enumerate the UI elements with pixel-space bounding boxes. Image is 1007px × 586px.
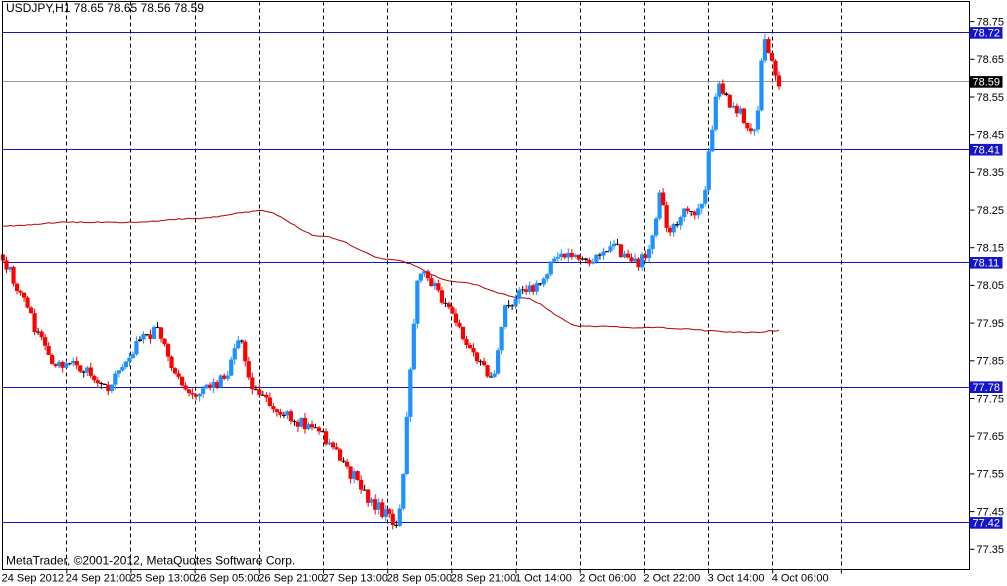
- svg-text:2 Oct 22:00: 2 Oct 22:00: [643, 573, 700, 585]
- svg-text:78.35: 78.35: [977, 167, 1005, 179]
- svg-text:24 Sep 21:00: 24 Sep 21:00: [66, 573, 131, 585]
- svg-text:77.35: 77.35: [977, 544, 1005, 556]
- svg-text:25 Sep 13:00: 25 Sep 13:00: [130, 573, 195, 585]
- svg-text:77.78: 77.78: [973, 382, 1001, 394]
- svg-text:3 Oct 14:00: 3 Oct 14:00: [708, 573, 765, 585]
- svg-text:MetaTrader, ©2001-2012, MetaQu: MetaTrader, ©2001-2012, MetaQuotes Softw…: [6, 554, 295, 568]
- svg-text:77.65: 77.65: [977, 431, 1005, 443]
- svg-text:77.75: 77.75: [977, 393, 1005, 405]
- svg-text:77.55: 77.55: [977, 469, 1005, 481]
- svg-text:28 Sep 05:00: 28 Sep 05:00: [387, 573, 452, 585]
- svg-text:78.11: 78.11: [973, 257, 1000, 269]
- svg-text:1 Oct 14:00: 1 Oct 14:00: [515, 573, 572, 585]
- svg-text:77.95: 77.95: [977, 318, 1005, 330]
- svg-text:78.41: 78.41: [973, 144, 1001, 156]
- svg-text:26 Sep 21:00: 26 Sep 21:00: [258, 573, 323, 585]
- svg-text:78.55: 78.55: [977, 92, 1005, 104]
- svg-text:78.15: 78.15: [977, 243, 1005, 255]
- svg-text:78.05: 78.05: [977, 280, 1005, 292]
- svg-text:26 Sep 05:00: 26 Sep 05:00: [194, 573, 259, 585]
- svg-text:78.65: 78.65: [977, 54, 1005, 66]
- svg-text:28 Sep 21:00: 28 Sep 21:00: [451, 573, 516, 585]
- svg-text:77.85: 77.85: [977, 356, 1005, 368]
- svg-text:78.59: 78.59: [973, 77, 1001, 89]
- svg-text:USDJPY,H1 78.65 78.65 78.56 7: USDJPY,H1 78.65 78.65 78.56 78.59: [6, 1, 204, 15]
- svg-text:2 Oct 06:00: 2 Oct 06:00: [579, 573, 636, 585]
- svg-text:77.42: 77.42: [973, 518, 1001, 530]
- svg-text:4 Oct 06:00: 4 Oct 06:00: [772, 573, 829, 585]
- svg-text:78.72: 78.72: [973, 28, 1001, 40]
- svg-text:24 Sep 2012: 24 Sep 2012: [2, 573, 64, 585]
- svg-text:27 Sep 13:00: 27 Sep 13:00: [323, 573, 388, 585]
- svg-text:78.25: 78.25: [977, 205, 1005, 217]
- svg-text:78.45: 78.45: [977, 130, 1005, 142]
